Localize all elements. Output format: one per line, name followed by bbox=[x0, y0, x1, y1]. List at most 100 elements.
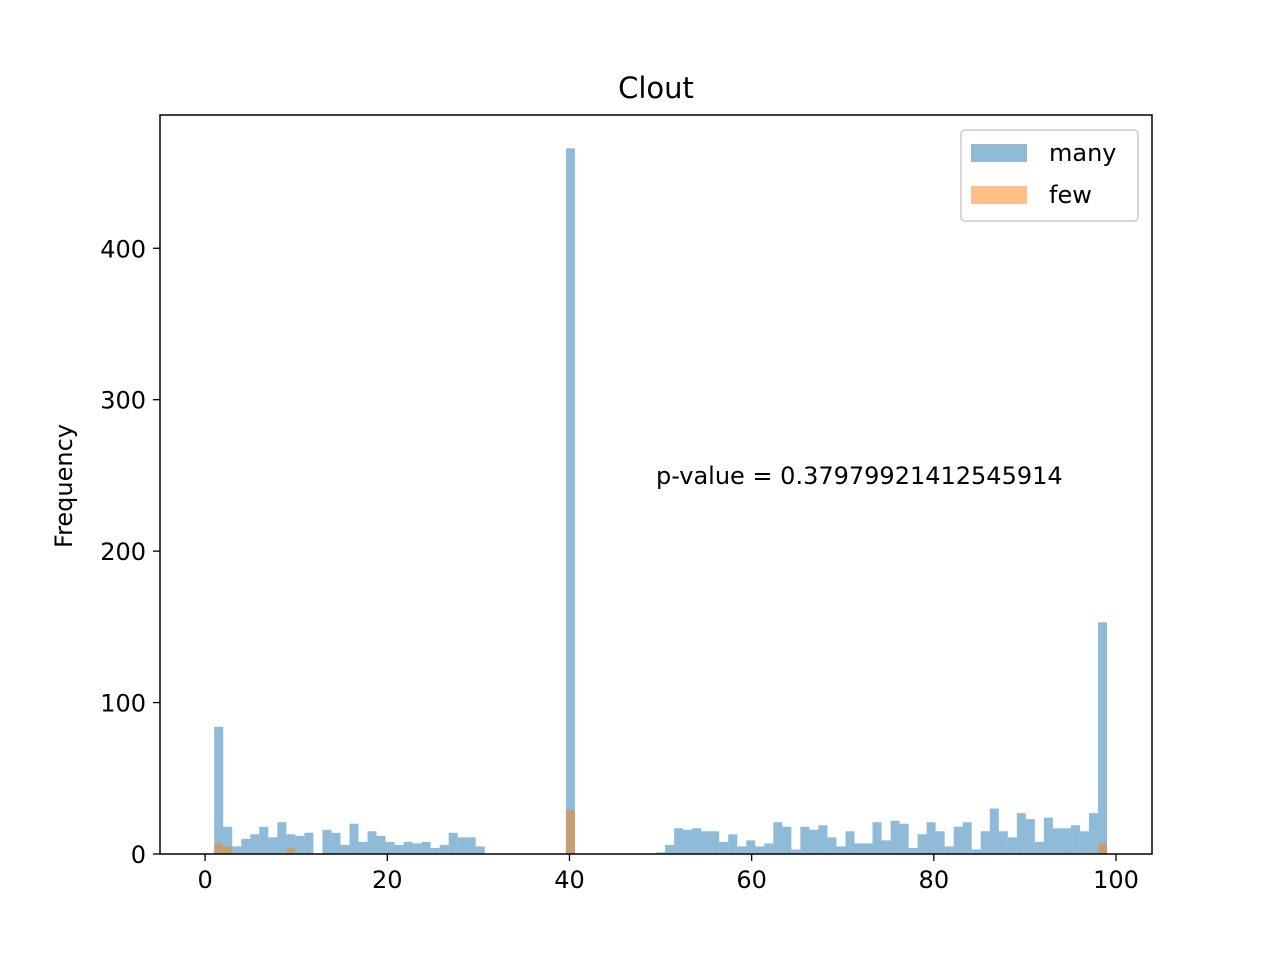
bar-many bbox=[836, 846, 846, 854]
bar-many bbox=[656, 852, 666, 854]
bar-many bbox=[376, 835, 386, 854]
bar-many bbox=[818, 825, 828, 854]
bar-many bbox=[394, 844, 404, 854]
bar-many bbox=[935, 831, 945, 854]
bar-few bbox=[565, 810, 575, 854]
bar-many bbox=[340, 844, 350, 854]
bar-many bbox=[430, 847, 440, 854]
legend-swatch-many bbox=[971, 144, 1027, 162]
y-tick-label: 0 bbox=[131, 841, 146, 869]
bar-many bbox=[692, 828, 702, 854]
bar-many bbox=[232, 846, 242, 854]
y-axis: 0 100 200 300 400 bbox=[100, 235, 160, 869]
bar-many bbox=[322, 829, 332, 854]
bar-many bbox=[565, 148, 575, 855]
bar-many bbox=[277, 822, 287, 854]
bar-many bbox=[421, 841, 431, 854]
bar-many bbox=[899, 823, 909, 854]
bar-many bbox=[701, 831, 711, 854]
bar-many bbox=[358, 841, 368, 854]
series-many bbox=[214, 148, 1108, 855]
bar-few bbox=[214, 843, 224, 854]
bars-layer bbox=[214, 148, 1108, 855]
bar-many bbox=[890, 820, 900, 854]
bar-many bbox=[980, 831, 990, 854]
bar-many bbox=[331, 832, 341, 854]
bar-many bbox=[1070, 825, 1080, 854]
bar-many bbox=[385, 841, 395, 854]
bar-many bbox=[665, 844, 675, 854]
bar-many bbox=[1025, 819, 1035, 854]
x-tick-label: 80 bbox=[919, 866, 950, 894]
y-tick-label: 200 bbox=[100, 538, 146, 566]
bar-few bbox=[1061, 852, 1071, 854]
bar-many bbox=[304, 832, 314, 854]
bar-many bbox=[412, 843, 422, 854]
bar-many bbox=[953, 826, 963, 854]
bar-many bbox=[403, 841, 413, 854]
bar-many bbox=[1052, 828, 1062, 854]
bar-many bbox=[845, 831, 855, 854]
legend-swatch-few bbox=[971, 186, 1027, 204]
bar-many bbox=[1043, 817, 1053, 854]
bar-many bbox=[367, 831, 377, 854]
bar-many bbox=[674, 828, 684, 854]
chart-title: Clout bbox=[618, 71, 694, 105]
bar-many bbox=[773, 822, 783, 854]
bar-many bbox=[250, 834, 260, 854]
bar-many bbox=[755, 846, 765, 854]
y-axis-label: Frequency bbox=[50, 424, 78, 548]
bar-many bbox=[1088, 813, 1098, 854]
x-tick-label: 100 bbox=[1093, 866, 1139, 894]
bar-many bbox=[908, 847, 918, 854]
bar-few bbox=[1097, 843, 1108, 854]
legend-label-few: few bbox=[1049, 181, 1092, 209]
series-few bbox=[214, 810, 1108, 854]
bar-many bbox=[863, 843, 873, 854]
y-tick-label: 300 bbox=[100, 387, 146, 415]
bar-many bbox=[268, 837, 278, 854]
bar-many bbox=[881, 840, 891, 854]
bar-many bbox=[349, 823, 359, 854]
bar-many bbox=[764, 843, 774, 854]
bar-many bbox=[286, 834, 296, 854]
legend: many few bbox=[960, 129, 1139, 222]
bar-few bbox=[223, 846, 233, 854]
bar-many bbox=[1097, 622, 1108, 854]
bar-many bbox=[214, 726, 224, 854]
legend-label-many: many bbox=[1049, 139, 1117, 167]
bar-many bbox=[683, 829, 693, 854]
y-tick-label: 400 bbox=[100, 235, 146, 263]
bar-many bbox=[809, 829, 819, 854]
bar-many bbox=[998, 831, 1008, 854]
bar-many bbox=[944, 846, 954, 854]
x-tick-label: 40 bbox=[554, 866, 585, 894]
bar-many bbox=[223, 826, 233, 854]
bar-many bbox=[439, 844, 449, 854]
bar-many bbox=[719, 841, 729, 854]
x-axis: 0 20 40 60 80 100 bbox=[197, 854, 1139, 894]
bar-many bbox=[241, 838, 251, 854]
x-tick-label: 0 bbox=[197, 866, 212, 894]
bar-many bbox=[791, 849, 801, 854]
bar-many bbox=[475, 846, 485, 854]
x-tick-label: 20 bbox=[372, 866, 403, 894]
bar-many bbox=[728, 834, 738, 854]
y-tick-label: 100 bbox=[100, 690, 146, 718]
bar-many bbox=[827, 837, 837, 854]
bar-many bbox=[466, 837, 476, 854]
plot-frame bbox=[159, 114, 1153, 855]
bar-many bbox=[737, 846, 747, 854]
bar-many bbox=[259, 826, 269, 854]
bar-many bbox=[854, 843, 864, 854]
bar-many bbox=[1061, 828, 1071, 854]
bar-many bbox=[746, 840, 756, 854]
bar-many bbox=[800, 826, 810, 854]
p-value-annotation: p-value = 0.37979921412545914 bbox=[656, 462, 1063, 490]
bar-many bbox=[989, 808, 999, 854]
bar-many bbox=[872, 822, 882, 854]
bar-many bbox=[1007, 837, 1017, 854]
bar-many bbox=[1079, 831, 1089, 854]
bar-many bbox=[1034, 841, 1044, 854]
